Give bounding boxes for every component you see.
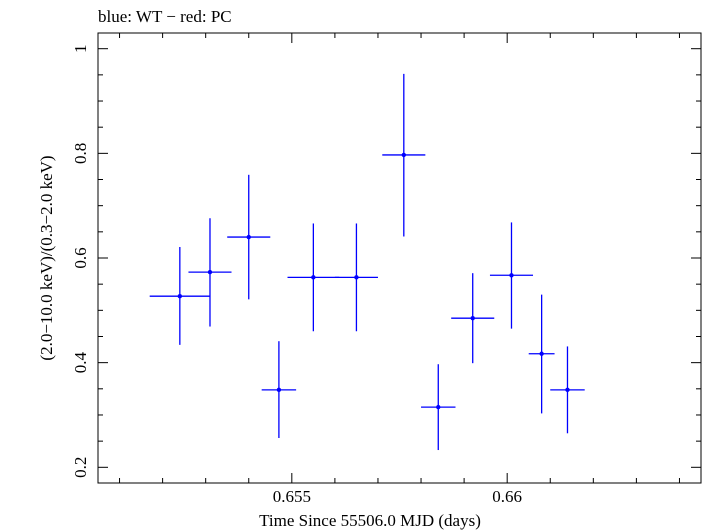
x-tick-label: 0.655: [273, 487, 311, 506]
y-tick-label: 0.2: [71, 457, 90, 478]
y-tick-label: 1: [71, 44, 90, 53]
y-tick-label: 0.4: [71, 352, 90, 374]
data-point: [207, 269, 213, 275]
x-axis-label: Time Since 55506.0 MJD (days): [259, 511, 481, 530]
axis-tick-labels: 0.655 0.66 0.2 0.4 0.6 0.8 1: [71, 44, 522, 506]
data-point: [354, 275, 359, 280]
data-point: [565, 387, 570, 393]
data-point: [509, 273, 514, 278]
data-point: [246, 234, 251, 240]
y-tick-label: 0.8: [71, 143, 90, 164]
data-point: [311, 275, 316, 280]
axis-ticks: [98, 33, 701, 483]
data-point: [436, 404, 441, 410]
data-series: [149, 73, 585, 451]
plot-frame: [97, 32, 702, 484]
data-point: [177, 293, 183, 299]
chart-title: blue: WT − red: PC: [98, 7, 232, 26]
data-point: [539, 351, 544, 356]
data-point: [470, 315, 475, 321]
y-axis-label: (2.0−10.0 keV)/(0.3−2.0 keV): [37, 155, 56, 360]
data-point: [276, 387, 282, 393]
data-point: [401, 152, 407, 158]
x-tick-label: 0.66: [492, 487, 522, 506]
y-tick-label: 0.6: [71, 247, 90, 268]
